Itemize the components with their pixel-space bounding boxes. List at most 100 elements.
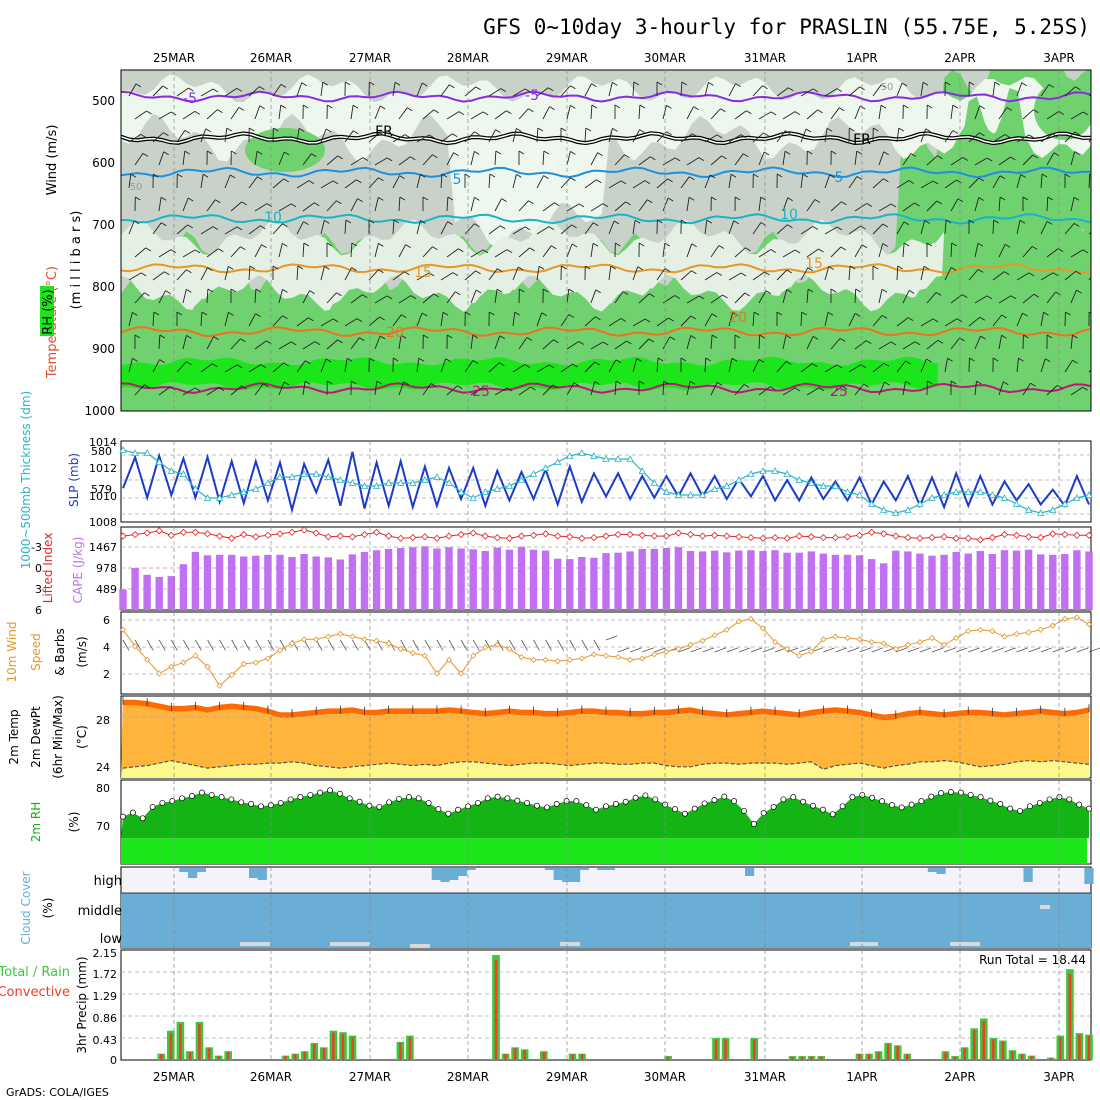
- rh2m-point: [1007, 805, 1014, 812]
- wind-barb-flag: [170, 249, 177, 253]
- wind-barb-flag: [283, 178, 289, 183]
- wind-barb-flag: [482, 111, 489, 116]
- wind-barb: [728, 220, 735, 235]
- wind-barb: [710, 294, 723, 304]
- wind-barb-flag: [399, 175, 405, 179]
- wind-barb-flag: [612, 128, 618, 132]
- isotherm-label: FR: [375, 124, 393, 140]
- wind-barb-flag: [666, 105, 672, 109]
- cape-bar: [783, 552, 791, 610]
- wind-barb: [254, 203, 268, 212]
- wind-barb: [950, 337, 960, 350]
- wind-barb: [998, 381, 1004, 396]
- wind-barb: [686, 381, 691, 396]
- wind-barb: [200, 226, 214, 235]
- precip-convective-bar: [886, 1043, 890, 1060]
- wind-barb-flag: [818, 387, 825, 392]
- wind-barb-flag: [194, 111, 201, 115]
- wind10m-barb: [231, 639, 239, 651]
- wind-barb: [536, 364, 550, 373]
- wind-barb-flag: [324, 266, 330, 270]
- isotherm-line: [121, 263, 1091, 274]
- wind10m-speed-point: [965, 628, 972, 635]
- wind-barb: [782, 335, 787, 350]
- wind-barb-flag: [455, 291, 461, 296]
- wind-barb: [896, 221, 905, 235]
- wind-barb-flag: [152, 173, 159, 178]
- thickness-point: [819, 482, 828, 489]
- lifted-index-point: [638, 531, 646, 539]
- cape-bar: [650, 548, 658, 610]
- wind-barb: [752, 132, 764, 143]
- wind-barb: [878, 381, 885, 396]
- li-axis: -3 0 3 6: [31, 541, 42, 617]
- lifted-index-point: [240, 530, 248, 539]
- precip-convective-bar: [1068, 974, 1072, 1060]
- wind-barb-flag: [828, 266, 834, 270]
- wind-barb: [470, 387, 484, 396]
- wind-barb: [758, 197, 762, 212]
- wind-barb-flag: [231, 150, 237, 155]
- cloud-high-bar: [179, 868, 189, 872]
- lifted-index-point: [481, 532, 489, 540]
- wind10m-speed-point: [156, 670, 163, 677]
- wind-barb-flag: [716, 134, 723, 139]
- pressure-tick: 500: [92, 94, 115, 108]
- lifted-index-point: [373, 528, 381, 536]
- lifted-index-point: [312, 529, 320, 537]
- wind-barb-flag: [993, 219, 999, 224]
- wind10m-speed-point: [820, 636, 827, 643]
- thickness-point: [336, 476, 345, 483]
- wind10m-barb: [1016, 647, 1028, 653]
- precip-convective-bar: [906, 1054, 909, 1060]
- wind10m-speed-point: [228, 671, 235, 678]
- wind-barb-flag: [236, 364, 243, 369]
- wind-barb-flag: [351, 267, 357, 271]
- wind-barb-flag: [570, 85, 576, 90]
- wind10m-barb: [460, 639, 468, 651]
- wind10m-speed-point: [639, 655, 646, 662]
- thickness-point: [650, 479, 658, 486]
- wind-barb-flag: [961, 294, 968, 298]
- wind-barb-flag: [1056, 385, 1063, 389]
- cloud-high-bar: [553, 868, 563, 880]
- wind-barb-flag: [814, 199, 821, 203]
- wind-barb: [200, 363, 213, 373]
- wind-barb-flag: [229, 174, 236, 179]
- wind-barb: [182, 111, 196, 120]
- precip-convective-bar: [1059, 1037, 1062, 1060]
- wind-barb-flag: [625, 201, 631, 206]
- wind-barb: [950, 242, 953, 258]
- wind-barb: [566, 289, 570, 304]
- wind-barb-flag: [304, 380, 311, 385]
- wind-barb: [968, 316, 981, 327]
- wind10m-barb: [521, 639, 528, 651]
- lifted-index-point: [1000, 530, 1009, 539]
- rh2m-point: [415, 795, 422, 802]
- wind-barb-flag: [474, 151, 480, 155]
- precip-convective-bar: [188, 1052, 192, 1060]
- wind-barb-flag: [1041, 173, 1048, 178]
- wind-barb-flag: [537, 127, 544, 132]
- wind10m-speed-point: [1049, 622, 1056, 629]
- wind-barb-flag: [344, 81, 351, 86]
- wind-barb: [224, 312, 229, 327]
- wind-barb: [182, 197, 189, 212]
- precip-convective-bar: [963, 1048, 966, 1060]
- wind-barb: [206, 199, 216, 212]
- wind-barb-flag: [836, 364, 843, 369]
- wind-barb-flag: [812, 226, 819, 230]
- wind-barb-flag: [882, 223, 889, 228]
- wind-barb-flag: [744, 292, 751, 297]
- wind-barb: [566, 105, 571, 120]
- wind10m-speed-point: [554, 658, 561, 665]
- wind-barb-flag: [430, 383, 437, 387]
- rh2m-tick: 80: [96, 782, 110, 795]
- wind10m-speed-point: [892, 645, 899, 652]
- wind-barb-flag: [693, 106, 699, 110]
- rh2m-point: [987, 797, 994, 804]
- thickness-point: [590, 452, 598, 459]
- precip-convective-bar: [542, 1052, 546, 1060]
- wind10m-speed-point: [590, 651, 597, 658]
- wind-barb-flag: [689, 176, 695, 181]
